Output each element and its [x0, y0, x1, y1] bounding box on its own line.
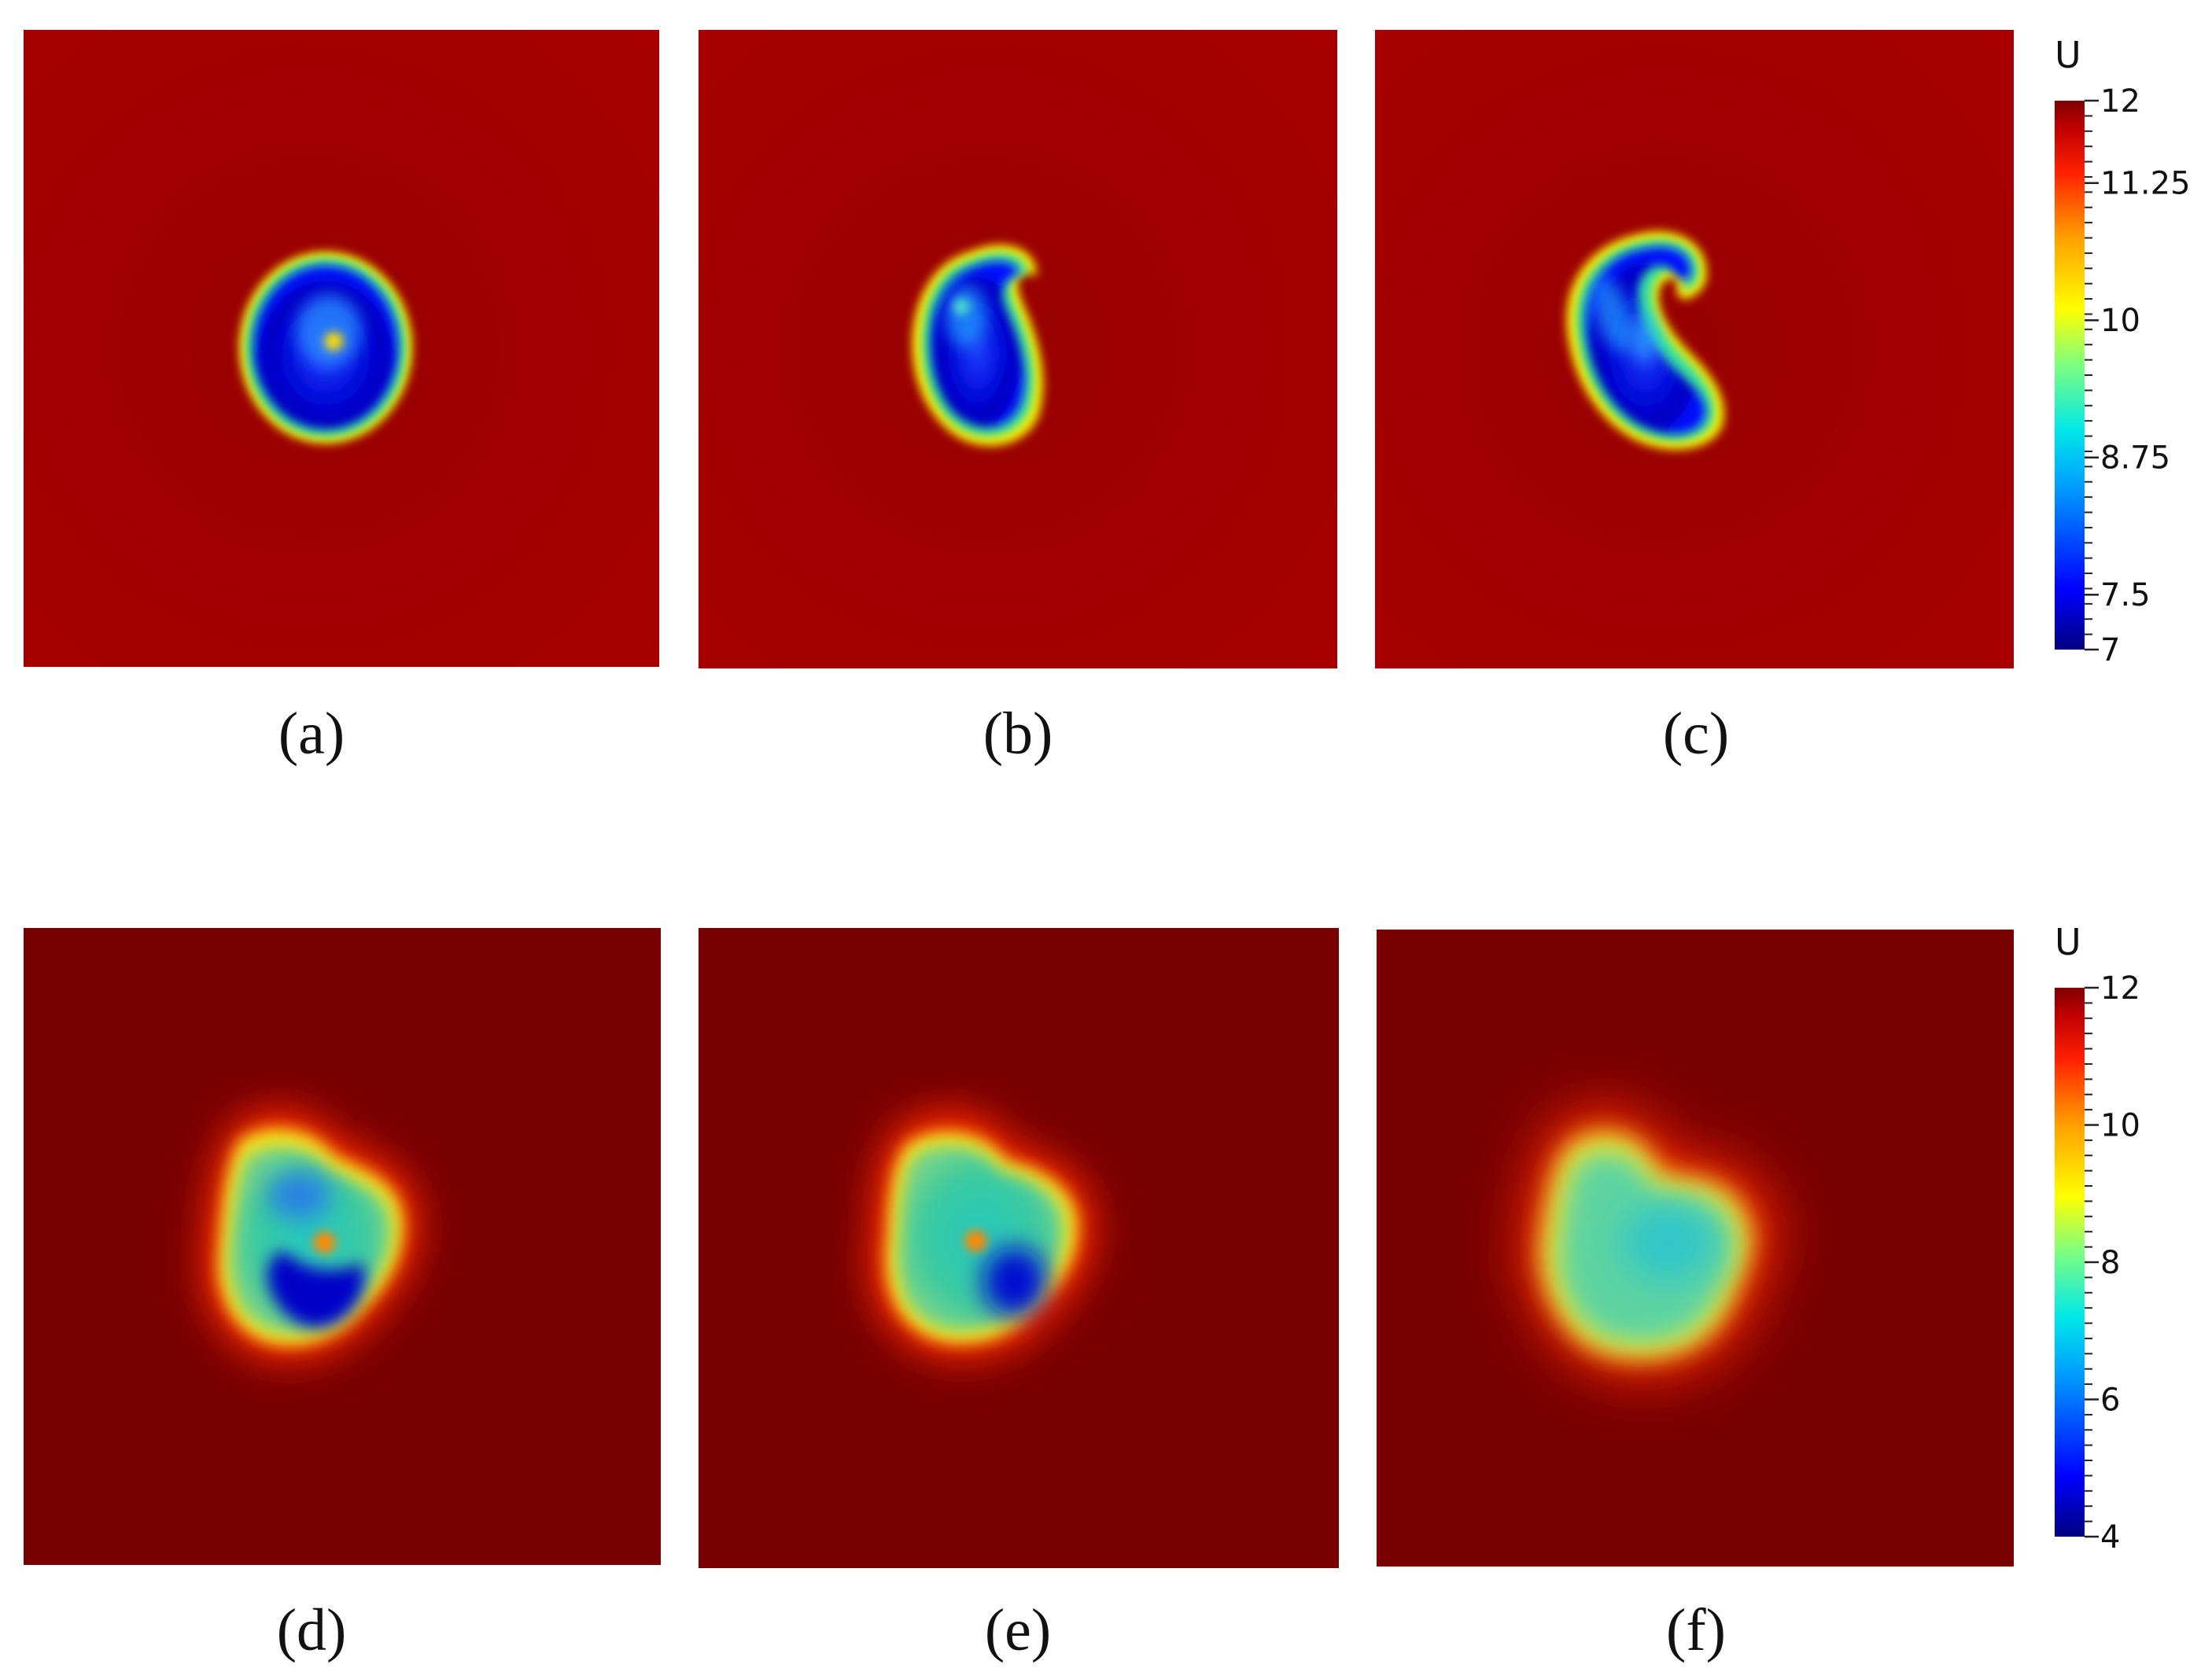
panel-d-blob: [204, 1110, 418, 1361]
panel-b: [699, 30, 1337, 668]
colorbar-top-major-ticks: 12 11.25 10 8.75 7.5 7: [2085, 83, 2191, 668]
panel-b-caption: (b): [983, 701, 1053, 767]
colorbar-top-tick-label: 11.25: [2100, 166, 2191, 202]
colorbar-bottom-title: U: [2055, 921, 2081, 963]
colorbar-top-tick-label: 10: [2100, 303, 2140, 339]
panel-a-caption: (a): [278, 701, 345, 767]
panel-e: [699, 928, 1339, 1568]
colorbar-bottom-major-ticks: 12 10 8 6 4: [2085, 970, 2140, 1556]
colorbar-top-tick-label: 7: [2100, 632, 2120, 668]
colorbar-top-tick-label: 12: [2100, 83, 2140, 120]
panel-a: [24, 30, 659, 667]
panel-d: [24, 928, 661, 1565]
panel-e-blob: [870, 1111, 1093, 1359]
colorbar-bottom-tick-label: 8: [2100, 1245, 2120, 1281]
panel-f-blob: [1524, 1110, 1773, 1375]
panel-a-blob: [239, 252, 412, 444]
panel-e-caption: (e): [985, 1597, 1051, 1663]
panel-c: [1375, 30, 2014, 668]
colorbar-top-title: U: [2055, 34, 2081, 76]
colorbar-top-minor-ticks: [2085, 100, 2092, 650]
colorbar-bottom-ramp: [2055, 988, 2085, 1537]
panel-c-caption: (c): [1663, 701, 1729, 767]
panel-c-field: [1375, 30, 2014, 668]
panel-f: [1377, 930, 2014, 1567]
colorbar-bottom-tick-label: 12: [2100, 970, 2140, 1007]
colorbar-top-ramp: [2055, 101, 2085, 650]
colorbar-bottom-tick-label: 10: [2100, 1108, 2140, 1144]
panel-b-blob: [912, 245, 1044, 447]
panel-f-caption: (f): [1666, 1597, 1726, 1663]
panel-d-caption: (d): [277, 1597, 347, 1663]
colorbar-top-tick-label: 7.5: [2100, 577, 2151, 613]
colorbar-bottom: U 12 10 8 6 4: [2055, 921, 2140, 1556]
colorbar-top-tick-label: 8.75: [2100, 440, 2170, 477]
colorbar-top: U 12 11.25 10 8.75 7.5 7: [2055, 34, 2191, 668]
colorbar-bottom-tick-label: 4: [2100, 1519, 2120, 1556]
colorbar-bottom-tick-label: 6: [2100, 1383, 2120, 1419]
panel-c-blob: [1566, 231, 1724, 450]
